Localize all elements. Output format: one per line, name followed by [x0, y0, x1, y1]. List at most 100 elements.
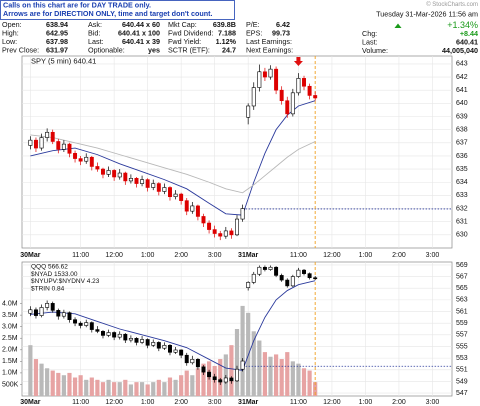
- candle-body: [106, 332, 111, 336]
- volume-bar: [56, 372, 61, 396]
- y-tick-label: 635: [456, 166, 468, 173]
- volume-bar: [156, 379, 161, 396]
- y2-tick-label: 4.0M: [2, 300, 18, 307]
- volume-bar: [72, 377, 78, 396]
- y-tick-label: 640: [456, 100, 468, 107]
- candle-body: [78, 322, 83, 326]
- volume-bar: [145, 384, 150, 396]
- y-tick-label: 643: [456, 61, 468, 68]
- candle-body: [56, 141, 61, 150]
- candle-body: [279, 89, 284, 102]
- y2-tick-label: 1.5M: [2, 358, 18, 365]
- quote-label: Fwd Yield:: [168, 37, 201, 46]
- y2-tick-label: 2.5M: [2, 335, 18, 342]
- candle-body: [262, 71, 267, 78]
- candle-body: [229, 230, 234, 236]
- candle-body: [279, 275, 284, 281]
- x-tick-label: 11:00: [290, 252, 307, 259]
- y-tick-label: 567: [456, 273, 468, 280]
- candle-body: [274, 266, 279, 276]
- volume-bar: [112, 382, 117, 396]
- qqq-volume-panel: [20, 261, 453, 397]
- quote-value: 6.42: [276, 20, 290, 29]
- y-tick-label: 565: [456, 285, 468, 292]
- candle-body: [100, 168, 105, 175]
- volume-bar: [301, 368, 307, 396]
- candle-body: [95, 329, 100, 332]
- x-tick-label: 12:00: [105, 399, 123, 406]
- quote-value: 99.73: [272, 29, 290, 38]
- volume-bar: [307, 370, 312, 396]
- x-tick-label: 1:00: [359, 399, 373, 406]
- candle-body: [179, 193, 184, 201]
- candle-body: [285, 279, 290, 287]
- candle-body: [302, 78, 306, 87]
- candle-body: [89, 156, 94, 167]
- volume-bar: [134, 382, 139, 396]
- quote-value: 44,005,040: [442, 46, 478, 55]
- quote-label: Last:: [88, 37, 104, 46]
- candle-body: [61, 143, 66, 150]
- quote-label: P/E:: [246, 20, 260, 29]
- notice-box: [0, 0, 235, 20]
- candle-body: [296, 269, 301, 277]
- candle-body: [33, 139, 38, 149]
- volume-bar: [78, 375, 83, 396]
- change-percent: +1.34%: [447, 20, 478, 30]
- candle-body: [251, 87, 256, 107]
- quote-label: Open:: [2, 20, 22, 29]
- candle-body: [290, 276, 295, 287]
- quote-value: 637.98: [46, 37, 68, 46]
- quote-label: Mkt Cap:: [168, 20, 197, 29]
- volume-bar: [128, 384, 133, 396]
- y-tick-label: 557: [456, 332, 468, 339]
- candle-body: [61, 312, 66, 317]
- volume-bar: [50, 370, 55, 396]
- y-tick-label: 559: [456, 320, 468, 327]
- quote-value: +8.44: [460, 29, 478, 38]
- candle-body: [290, 92, 295, 115]
- quote-label: EPS:: [246, 29, 262, 38]
- candle-body: [39, 137, 44, 149]
- candle-body: [39, 307, 44, 316]
- volume-bar: [218, 359, 223, 396]
- candle-body: [28, 139, 33, 146]
- candle-body: [184, 354, 189, 364]
- candle-body: [240, 360, 245, 370]
- candle-body: [67, 143, 72, 154]
- candle-body: [112, 332, 117, 338]
- volume-bar: [190, 375, 195, 396]
- x-tick-label: 1:00: [141, 399, 155, 406]
- candle-body: [184, 200, 189, 212]
- quote-value: 7.188: [218, 29, 236, 38]
- y-tick-label: 639: [456, 113, 468, 120]
- candle-body: [73, 319, 78, 324]
- y2-tick-label: 500K: [2, 381, 19, 388]
- volume-bar: [184, 370, 189, 396]
- volume-bar: [179, 375, 184, 396]
- candle-body: [257, 71, 262, 88]
- direction-arrow: [293, 57, 303, 66]
- candle-body: [140, 179, 145, 184]
- candle-body: [246, 105, 251, 118]
- y2-tick-label: 3.5M: [2, 312, 18, 319]
- legend-entry: $TRIN 0.84: [31, 285, 65, 292]
- candle-body: [218, 379, 223, 383]
- y-tick-label: 632: [456, 205, 468, 212]
- y-tick-label: 637: [456, 140, 468, 147]
- candle-body: [302, 269, 306, 274]
- candle-body: [117, 333, 122, 338]
- x-tick-label: 31Mar: [238, 399, 259, 406]
- candle-body: [262, 266, 267, 270]
- candle-body: [235, 368, 239, 382]
- candle-body: [212, 229, 217, 234]
- y-tick-label: 631: [456, 219, 468, 226]
- candle-body: [274, 68, 279, 91]
- quote-value: 642.95: [46, 29, 68, 38]
- volume-bar: [201, 363, 206, 396]
- volume-bar: [262, 352, 268, 396]
- quote-value: yes: [148, 46, 160, 55]
- volume-bar: [195, 368, 201, 396]
- candle-body: [195, 358, 200, 368]
